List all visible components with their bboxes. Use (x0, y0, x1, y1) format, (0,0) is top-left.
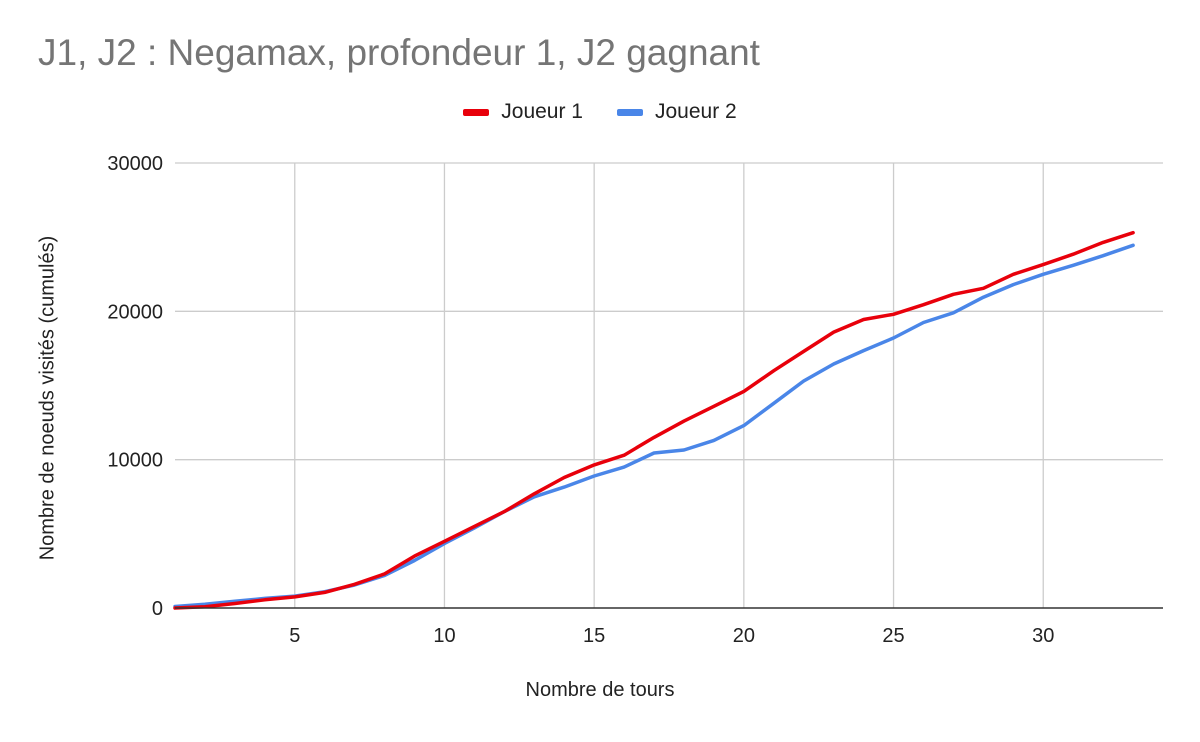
x-tick-label: 20 (733, 625, 755, 647)
legend-item-joueur-2[interactable]: Joueur 2 (617, 100, 737, 124)
legend-swatch-joueur-2 (617, 108, 643, 116)
y-tick-label: 30000 (107, 153, 163, 175)
legend-label-joueur-2: Joueur 2 (655, 100, 737, 123)
legend-swatch-joueur-1 (463, 108, 490, 116)
x-tick-label: 25 (882, 625, 904, 647)
y-tick-label: 0 (152, 598, 163, 620)
y-tick-label: 20000 (107, 301, 163, 323)
series-lines (173, 230, 1135, 610)
series-line-joueur-1 (173, 230, 1135, 610)
chart-title: J1, J2 : Negamax, profondeur 1, J2 gagna… (38, 32, 760, 73)
x-tick-label: 30 (1032, 625, 1054, 647)
y-tick-label: 10000 (107, 450, 163, 472)
x-tick-label: 5 (289, 625, 300, 647)
grid (175, 162, 1163, 608)
x-axis-label: Nombre de tours (525, 679, 675, 701)
legend-item-joueur-1[interactable]: Joueur 1 (463, 100, 583, 124)
series-line-joueur-2 (173, 243, 1135, 609)
x-tick-label: 15 (583, 625, 605, 647)
x-tick-label: 10 (433, 625, 455, 647)
legend-label-joueur-1: Joueur 1 (501, 100, 583, 123)
tick-labels: 0 10000 20000 30000 5 10 15 20 25 30 (107, 153, 1054, 647)
legend: Joueur 1 Joueur 2 (0, 100, 1200, 124)
